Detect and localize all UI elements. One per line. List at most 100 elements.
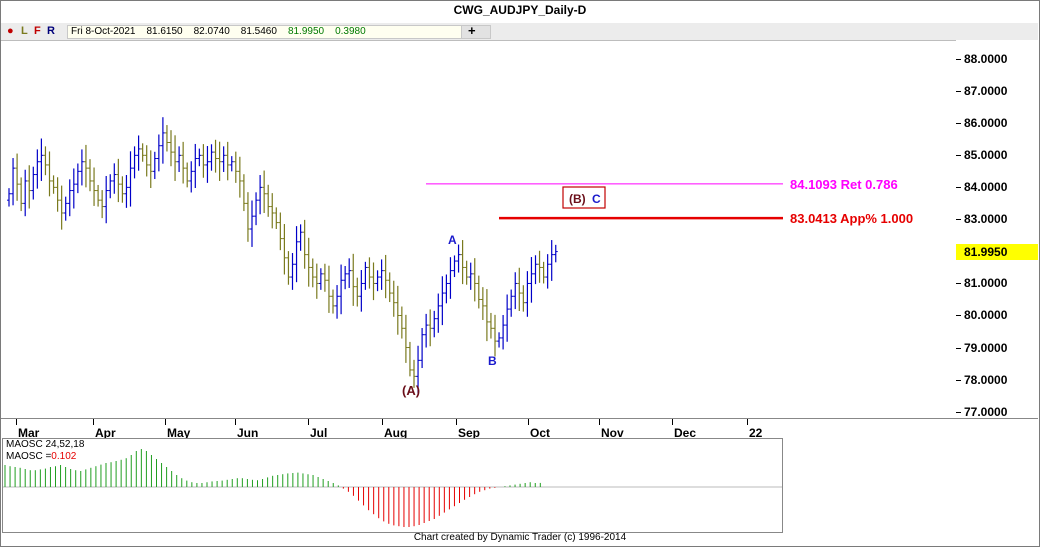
quote-low: 81.5460 (240, 26, 277, 37)
maosc-indicator-panel (2, 438, 783, 533)
ohlc-bar (254, 192, 259, 226)
ohlc-bar (92, 167, 97, 206)
ohlc-bar (11, 158, 16, 206)
ohlc-bar (448, 257, 453, 299)
ohlc-bar (545, 254, 550, 289)
toolbar-button-l[interactable]: L (21, 25, 28, 37)
ohlc-bar (7, 188, 11, 207)
ohlc-bar (59, 185, 64, 230)
ohlc-bar (387, 272, 392, 303)
ohlc-bar (428, 309, 433, 347)
ohlc-bar (205, 146, 210, 183)
toolbar-button-f[interactable]: F (34, 25, 41, 37)
quote-change: 0.3980 (335, 26, 366, 37)
ohlc-bar (63, 196, 68, 221)
ohlc-bar (541, 261, 546, 284)
ohlc-bar (436, 293, 441, 333)
ohlc-bar (310, 258, 315, 288)
ohlc-bar (391, 280, 396, 317)
quote-scroll[interactable] (461, 25, 491, 39)
month-tick-mark (599, 419, 600, 425)
ohlc-bar (509, 289, 514, 317)
ohlc-bar (363, 261, 368, 290)
ohlc-bar (229, 156, 234, 172)
month-tick-mark (528, 419, 529, 425)
price-tick-label: 81.0000 (964, 276, 1008, 291)
month-tick-mark (165, 419, 166, 425)
ohlc-bar (326, 265, 331, 313)
ohlc-bar (31, 166, 36, 200)
month-tick-mark (747, 419, 748, 425)
record-dot-icon[interactable]: ● (7, 25, 14, 37)
ohlc-bar (152, 151, 157, 180)
ohlc-bar (282, 224, 287, 275)
price-tick-mark (956, 219, 961, 221)
quote-readout: Fri 8-Oct-2021 81.6150 82.0740 81.5460 81.99… (67, 25, 462, 39)
ohlc-bar (120, 176, 125, 203)
ohlc-bar (250, 200, 254, 247)
ohlc-bar (517, 267, 522, 312)
ohlc-bar (432, 310, 437, 338)
ohlc-bar (553, 244, 558, 263)
ohlc-bar (501, 315, 506, 350)
price-tick-label: 78.0000 (964, 372, 1008, 387)
ohlc-bar (383, 254, 388, 299)
ohlc-bar (51, 175, 56, 194)
last-price-label: 81.9950 (956, 243, 1038, 260)
ohlc-bar (71, 168, 76, 209)
ohlc-bar (322, 263, 327, 292)
ohlc-bar (412, 359, 416, 388)
price-tick-mark (956, 59, 961, 61)
ohlc-bar (355, 277, 360, 307)
ohlc-bar (371, 262, 376, 301)
wave-label-A-major: (A) (402, 383, 420, 398)
ohlc-bar (79, 149, 84, 186)
ohlc-bar (144, 145, 149, 177)
ohlc-bar (513, 272, 518, 310)
month-tick-mark (456, 419, 457, 425)
price-tick-label: 87.0000 (964, 84, 1008, 99)
ohlc-bar (347, 258, 352, 288)
quote-toolbar: ● L F R Fri 8-Oct-2021 81.6150 82.0740 81.5… (1, 23, 1038, 41)
ohlc-bar (19, 177, 24, 212)
ohlc-bar (452, 255, 457, 278)
footer-credit: Chart created by Dynamic Trader (c) 1996… (413, 532, 627, 543)
wave-label-B-minor: B (488, 354, 497, 368)
price-tick-mark (956, 347, 961, 349)
ohlc-bar (476, 275, 481, 309)
month-label: Sep (458, 426, 481, 440)
month-tick-mark (308, 419, 309, 425)
ohlc-bar (407, 341, 412, 377)
ohlc-bar (75, 163, 80, 194)
ohlc-bar (209, 144, 214, 171)
ohlc-bar (302, 219, 307, 269)
ohlc-bar (274, 207, 279, 229)
ohlc-bar (39, 138, 44, 181)
ohlc-bar (83, 144, 88, 188)
price-chart[interactable]: 84.1093 Ret 0.786 83.0413 App% 1.000 (A) A B… (1, 40, 956, 418)
ohlc-bar (88, 159, 92, 192)
ohlc-bar (128, 151, 133, 207)
month-label: Jul (310, 426, 328, 440)
toolbar-button-r[interactable]: R (47, 25, 55, 37)
ohlc-bar (241, 174, 246, 212)
price-tick-label: 79.0000 (964, 340, 1008, 355)
ohlc-bar (420, 327, 425, 369)
ohlc-bar (484, 289, 489, 342)
ohlc-bar (258, 175, 263, 215)
ohlc-bar (331, 289, 335, 314)
month-label: Oct (530, 426, 551, 440)
ohlc-bar (124, 175, 129, 208)
ohlc-bar (136, 135, 141, 171)
ohlc-bar (472, 258, 477, 302)
crosshair-plus-icon[interactable]: + (468, 23, 476, 38)
ohlc-bar (424, 313, 429, 348)
ohlc-bar (460, 240, 465, 285)
month-tick-mark (235, 419, 236, 425)
ohlc-bar (245, 192, 250, 242)
price-tick-mark (956, 91, 961, 93)
ohlc-bar (43, 146, 48, 176)
price-tick-label: 88.0000 (964, 52, 1008, 67)
price-tick-mark (956, 187, 961, 189)
ohlc-bar (270, 193, 275, 229)
